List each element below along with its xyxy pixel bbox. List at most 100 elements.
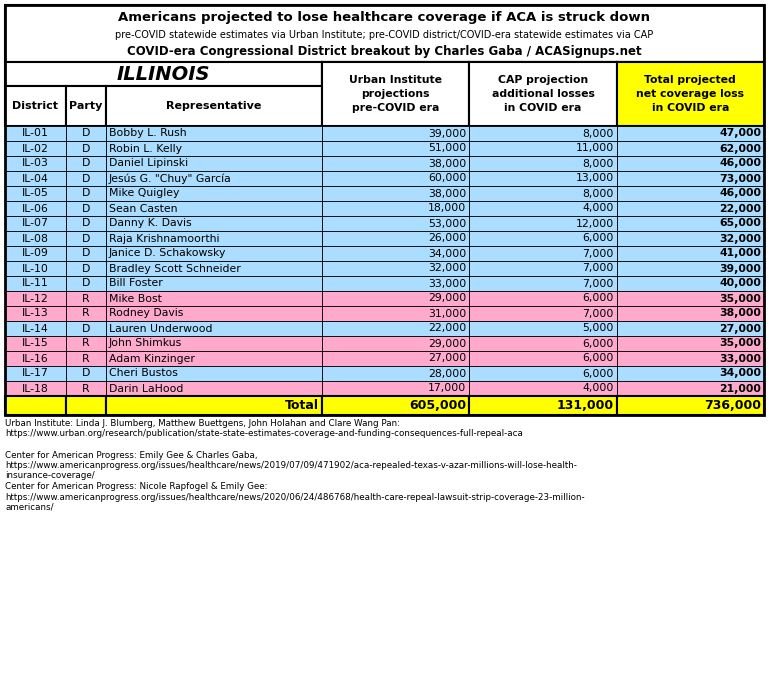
Text: IL-03: IL-03 [22,158,49,169]
Text: 53,000: 53,000 [428,218,466,229]
FancyBboxPatch shape [322,216,469,231]
FancyBboxPatch shape [66,336,105,351]
FancyBboxPatch shape [105,201,322,216]
Text: Bobby L. Rush: Bobby L. Rush [108,129,186,138]
FancyBboxPatch shape [5,156,66,171]
FancyBboxPatch shape [105,86,322,126]
Text: IL-14: IL-14 [22,324,48,333]
Text: R: R [82,353,89,364]
Text: 8,000: 8,000 [582,158,614,169]
FancyBboxPatch shape [322,141,469,156]
Text: Danny K. Davis: Danny K. Davis [108,218,191,229]
Text: 27,000: 27,000 [719,324,761,333]
FancyBboxPatch shape [469,381,617,396]
Text: https://www.urban.org/research/publication/state-state-estimates-coverage-and-fu: https://www.urban.org/research/publicati… [5,429,523,438]
Text: D: D [82,174,90,183]
Text: 22,000: 22,000 [719,203,761,214]
Text: 38,000: 38,000 [428,189,466,198]
Text: 38,000: 38,000 [428,158,466,169]
Text: IL-11: IL-11 [22,278,48,289]
FancyBboxPatch shape [469,62,617,86]
Text: D: D [82,158,90,169]
Text: R: R [82,294,89,303]
FancyBboxPatch shape [66,366,105,381]
Text: D: D [82,324,90,333]
FancyBboxPatch shape [5,231,66,246]
Text: Center for American Progress: Nicole Rapfogel & Emily Gee:: Center for American Progress: Nicole Rap… [5,482,268,491]
Text: Total: Total [285,399,319,412]
FancyBboxPatch shape [617,62,764,86]
FancyBboxPatch shape [105,126,322,141]
FancyBboxPatch shape [105,291,322,306]
Text: 12,000: 12,000 [575,218,614,229]
FancyBboxPatch shape [469,291,617,306]
FancyBboxPatch shape [5,186,66,201]
FancyBboxPatch shape [105,321,322,336]
Text: Bradley Scott Schneider: Bradley Scott Schneider [108,263,241,274]
FancyBboxPatch shape [5,141,66,156]
FancyBboxPatch shape [469,231,617,246]
Text: Total projected
net coverage loss
in COVID era: Total projected net coverage loss in COV… [636,75,744,113]
FancyBboxPatch shape [617,171,764,186]
FancyBboxPatch shape [617,336,764,351]
Text: 34,000: 34,000 [428,249,466,258]
FancyBboxPatch shape [5,396,66,415]
FancyBboxPatch shape [469,201,617,216]
Text: 7,000: 7,000 [582,249,614,258]
Text: 32,000: 32,000 [428,263,466,274]
FancyBboxPatch shape [322,276,469,291]
FancyBboxPatch shape [66,321,105,336]
FancyBboxPatch shape [469,336,617,351]
Text: 6,000: 6,000 [582,369,614,378]
Text: 7,000: 7,000 [582,263,614,274]
FancyBboxPatch shape [105,171,322,186]
Text: ILLINOIS: ILLINOIS [117,65,210,83]
Text: CAP projection
additional losses
in COVID era: CAP projection additional losses in COVI… [491,75,594,113]
Text: 40,000: 40,000 [719,278,761,289]
FancyBboxPatch shape [66,306,105,321]
Text: 4,000: 4,000 [582,384,614,393]
Text: 6,000: 6,000 [582,338,614,349]
Text: 31,000: 31,000 [428,309,466,318]
FancyBboxPatch shape [5,171,66,186]
FancyBboxPatch shape [66,216,105,231]
Text: Mike Bost: Mike Bost [108,294,161,303]
Text: 73,000: 73,000 [719,174,761,183]
FancyBboxPatch shape [105,381,322,396]
FancyBboxPatch shape [5,366,66,381]
Text: IL-15: IL-15 [22,338,48,349]
FancyBboxPatch shape [105,246,322,261]
FancyBboxPatch shape [469,396,617,415]
FancyBboxPatch shape [469,351,617,366]
FancyBboxPatch shape [469,261,617,276]
Text: 29,000: 29,000 [428,294,466,303]
FancyBboxPatch shape [66,186,105,201]
FancyBboxPatch shape [617,126,764,141]
FancyBboxPatch shape [469,186,617,201]
Text: D: D [82,234,90,243]
FancyBboxPatch shape [617,261,764,276]
FancyBboxPatch shape [617,351,764,366]
Text: IL-17: IL-17 [22,369,48,378]
FancyBboxPatch shape [617,321,764,336]
FancyBboxPatch shape [617,246,764,261]
Text: Americans projected to lose healthcare coverage if ACA is struck down: Americans projected to lose healthcare c… [118,12,651,25]
FancyBboxPatch shape [66,171,105,186]
FancyBboxPatch shape [322,261,469,276]
Text: R: R [82,384,89,393]
Text: Mike Quigley: Mike Quigley [108,189,179,198]
FancyBboxPatch shape [66,201,105,216]
FancyBboxPatch shape [469,141,617,156]
Text: IL-13: IL-13 [22,309,48,318]
Text: D: D [82,189,90,198]
Text: 11,000: 11,000 [575,143,614,154]
Text: 27,000: 27,000 [428,353,466,364]
Text: D: D [82,129,90,138]
FancyBboxPatch shape [322,306,469,321]
FancyBboxPatch shape [322,396,469,415]
Text: D: D [82,369,90,378]
FancyBboxPatch shape [5,126,66,141]
Text: 47,000: 47,000 [719,129,761,138]
Text: R: R [82,338,89,349]
Text: Adam Kinzinger: Adam Kinzinger [108,353,195,364]
